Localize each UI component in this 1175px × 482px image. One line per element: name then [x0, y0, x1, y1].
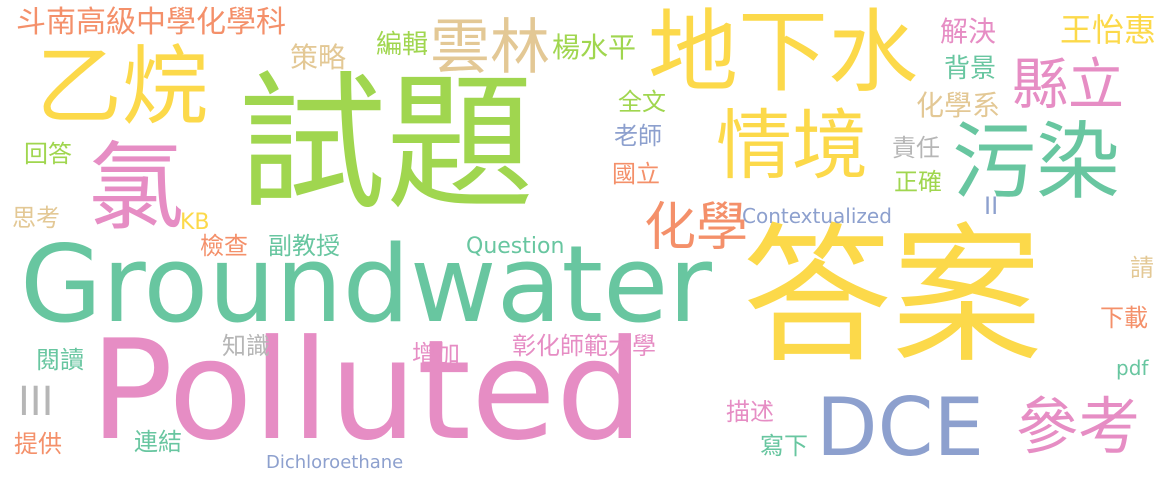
word-huaxuexi: 化學系 [916, 89, 1001, 122]
word-yunlin: 雲林 [430, 13, 550, 83]
word-zhengque: 正確 [894, 168, 942, 196]
word-zengjia: 增加 [412, 340, 460, 368]
word-jiejue: 解決 [940, 15, 997, 48]
word-wuran: 污染 [952, 113, 1121, 211]
word-polluted: Polluted [90, 310, 644, 471]
word-tigong: 提供 [14, 430, 62, 458]
word-celue: 策略 [290, 41, 347, 74]
word-sikao: 思考 [12, 204, 60, 232]
word-groundwater: Groundwater [20, 223, 712, 346]
word-lu: 氯 [88, 132, 184, 244]
word-quanwen: 全文 [618, 88, 666, 116]
word-zeren: 責任 [892, 134, 940, 162]
word-bianji: 編輯 [376, 30, 429, 60]
word-huida: 回答 [24, 140, 72, 168]
word-wang: 王怡惠 [1060, 11, 1157, 49]
word-dixiashui: 地下水 [648, 0, 918, 105]
word-qingjing: 情境 [716, 101, 868, 190]
word-guoli: 國立 [612, 160, 660, 188]
word-yuedu: 閱讀 [36, 346, 84, 374]
word-contextualized: Contextualized [742, 204, 892, 228]
word-yiwan: 乙烷 [36, 37, 208, 137]
word-pdf: pdf [1116, 356, 1149, 380]
word-xiexia: 寫下 [760, 432, 808, 460]
word-zhishi: 知識 [222, 332, 270, 360]
word-miaoshu: 描述 [726, 398, 774, 426]
word-ii: II [984, 192, 999, 220]
word-beijing: 背景 [944, 54, 997, 84]
word-kb: KB [180, 210, 210, 235]
word-xiazai: 下載 [1100, 304, 1148, 332]
word-dounan: 斗南高級中學化學科 [16, 5, 286, 40]
word-laoshi: 老師 [614, 122, 662, 150]
word-xianli: 縣立 [1012, 53, 1124, 118]
word-qing: 請 [1130, 254, 1154, 282]
word-yang: 楊水平 [552, 31, 637, 64]
word-fujiaoshou: 副教授 [268, 232, 340, 260]
word-zhanghua: 彰化師範大學 [512, 332, 656, 360]
word-jiancha: 檢查 [200, 232, 248, 260]
word-shiti: 試題 [238, 58, 534, 230]
word-dichloroethane: Dichloroethane [266, 452, 404, 473]
word-question: Question [466, 234, 565, 259]
word-dce: DCE [816, 381, 985, 474]
word-cankao: 參考 [1016, 390, 1141, 463]
word-huaxue: 化學 [644, 198, 749, 258]
word-iii: III [18, 379, 54, 425]
word-daan: 答案 [742, 210, 1043, 384]
word-lianjie: 連結 [134, 428, 182, 456]
